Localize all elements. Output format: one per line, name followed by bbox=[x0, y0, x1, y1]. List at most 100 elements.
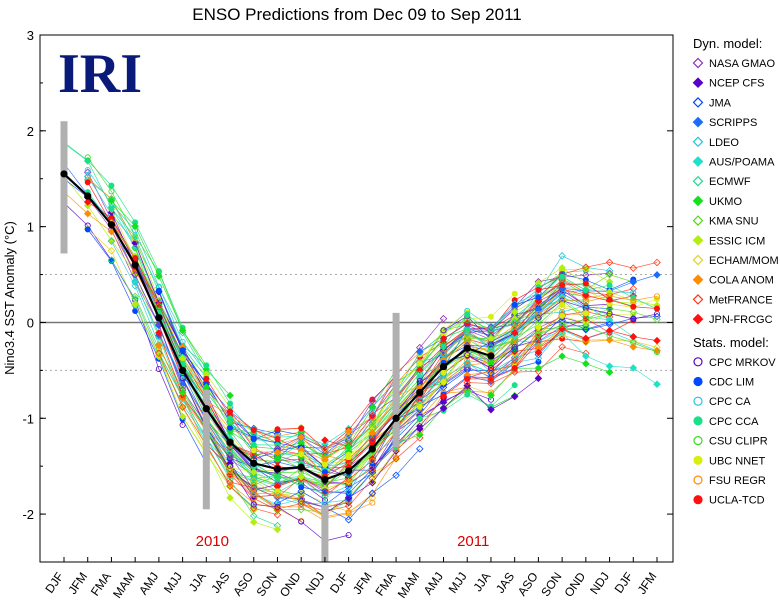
forecast-csu-clipr-3-line bbox=[134, 247, 254, 470]
forecast-csu-clipr-3-pt-0 bbox=[132, 245, 139, 252]
forecast-metfrance-20-pt-5 bbox=[653, 258, 661, 267]
forecast-ucla-tcd-9-pt-0 bbox=[274, 426, 281, 433]
forecast-metfrance-18-pt-1 bbox=[510, 356, 519, 364]
forecast-ldeo-2-pt-0 bbox=[107, 237, 116, 246]
forecast-ucla-tcd-7-pt-0 bbox=[227, 408, 234, 415]
legend-marker-ubc-nnet bbox=[693, 455, 703, 465]
forecast-fsu-regr-5-line bbox=[182, 395, 302, 522]
forecast-jma-12-pt-0 bbox=[344, 494, 353, 503]
forecast-cola-anom-4-line bbox=[158, 345, 278, 495]
forecast-jpn-frcgc-7-line bbox=[229, 443, 349, 456]
forecast-cpc-cca-14-line bbox=[395, 384, 515, 448]
forecast-essic-icm-10-pt-0 bbox=[297, 473, 305, 481]
forecast-cola-anom-10-line bbox=[301, 352, 421, 461]
forecast-cola-anom-10-pt-2 bbox=[344, 427, 353, 436]
legend: Dyn. model: NASA GMAO NCEP CFS JMA SCRIPPS LD… bbox=[692, 36, 779, 507]
forecast-csu-clipr-1-pt-1 bbox=[108, 188, 115, 195]
forecast-aus-poama-10-line bbox=[300, 384, 421, 471]
legend-label-ucla-tcd: UCLA-TCD bbox=[709, 495, 765, 507]
forecast-fsu-regr-7-line bbox=[229, 470, 349, 508]
forecast-metfrance-17-pt-0 bbox=[463, 378, 472, 387]
forecast-cpc-ca-13-line bbox=[372, 310, 492, 412]
forecast-ubc-nnet-19-pt-2 bbox=[559, 312, 566, 319]
legend-marker-ukmo bbox=[692, 195, 704, 207]
legend-marker-ldeo bbox=[692, 136, 704, 148]
forecast-fsu-regr-14-line bbox=[395, 370, 515, 450]
forecast-cdc-lim-19-pt-1 bbox=[535, 294, 542, 301]
x-tick-label-6: JJA bbox=[186, 570, 209, 594]
forecast-echam-mom-8-pt-0 bbox=[249, 477, 258, 485]
forecast-essic-icm-4-pt-4 bbox=[249, 518, 258, 526]
forecast-ubc-nnet-20-pt-1 bbox=[559, 301, 566, 308]
forecast-metfrance-4-pt-1 bbox=[178, 403, 187, 411]
forecast-ukmo-7-pt-0 bbox=[226, 427, 234, 436]
forecast-ncep-cfs-11-pt-2 bbox=[368, 478, 377, 487]
forecast-ncep-cfs-10-line bbox=[300, 409, 421, 478]
legend-label-cpc-ca: CPC CA bbox=[709, 396, 751, 408]
observed-point-7 bbox=[226, 438, 234, 446]
forecast-ucla-tcd-17-pt-0 bbox=[464, 375, 471, 382]
forecast-ldeo-16-pt-0 bbox=[439, 350, 448, 358]
x-tick-label-11: NDJ bbox=[303, 570, 328, 597]
forecast-cdc-lim-19-line bbox=[514, 273, 634, 306]
forecast-aus-poama-20-pt-1 bbox=[558, 329, 566, 337]
forecast-cpc-mrkov-7-pt-2 bbox=[274, 503, 281, 510]
forecast-metfrance-20-pt-2 bbox=[582, 263, 590, 271]
forecast-essic-icm-2-line bbox=[111, 222, 231, 408]
forecast-jma-10-pt-3 bbox=[368, 489, 377, 497]
forecast-metfrance-10-pt-2 bbox=[344, 502, 353, 510]
forecast-fsu-regr-20-pt-0 bbox=[535, 311, 542, 318]
forecast-ubc-nnet-16-pt-0 bbox=[440, 369, 447, 376]
forecast-nasa-gmao-15-pt-2 bbox=[463, 363, 472, 371]
forecast-fsu-regr-7-pt-0 bbox=[227, 467, 234, 474]
forecast-csu-clipr-20-pt-4 bbox=[630, 339, 637, 346]
forecast-echam-mom-3-line bbox=[134, 237, 255, 465]
forecast-ucla-tcd-6-pt-0 bbox=[203, 375, 210, 382]
spread-bar-1 bbox=[202, 389, 210, 510]
forecast-echam-mom-8-pt-5 bbox=[368, 494, 377, 502]
spread-bar-0 bbox=[60, 121, 68, 254]
forecast-essic-icm-19-pt-0 bbox=[510, 308, 519, 316]
observed-series bbox=[60, 170, 495, 484]
forecast-cpc-ca-15-pt-0 bbox=[416, 397, 423, 404]
forecast-ucla-tcd-9-pt-1 bbox=[298, 425, 305, 432]
forecast-fsu-regr-9-pt-1 bbox=[298, 496, 305, 503]
forecast-jpn-frcgc-1-pt-0 bbox=[83, 198, 92, 206]
forecast-ukmo-9-line bbox=[277, 369, 397, 459]
forecast-csu-clipr-8-line bbox=[253, 453, 373, 486]
legend-label-ncep-cfs: NCEP CFS bbox=[709, 78, 764, 90]
forecast-ubc-nnet-20-pt-0 bbox=[535, 324, 542, 331]
x-tick-label-5: MJJ bbox=[161, 570, 185, 596]
forecast-ucla-tcd-3-pt-1 bbox=[155, 301, 162, 308]
forecast-cpc-ca-13-pt-0 bbox=[369, 408, 376, 415]
forecast-ubc-nnet-12-line bbox=[348, 312, 468, 458]
forecast-cpc-cca-2-pt-4 bbox=[203, 362, 210, 369]
forecast-cpc-cca-20-pt-3 bbox=[606, 282, 613, 289]
forecast-cpc-cca-8-line bbox=[253, 440, 373, 474]
observed-point-1 bbox=[84, 192, 92, 200]
forecast-cpc-mrkov-7-pt-3 bbox=[298, 518, 305, 525]
forecast-cpc-mrkov-18-pt-0 bbox=[487, 341, 494, 348]
year-label-2010: 2010 bbox=[196, 533, 229, 550]
forecast-aus-poama-7-line bbox=[229, 418, 349, 445]
forecast-cpc-mrkov-7-line bbox=[229, 465, 349, 542]
forecast-csu-clipr-20-pt-5 bbox=[654, 349, 661, 356]
forecast-fsu-regr-8-pt-5 bbox=[369, 499, 376, 506]
forecast-jpn-frcgc-20-pt-4 bbox=[629, 333, 638, 341]
forecast-csu-clipr-20-pt-2 bbox=[582, 323, 589, 330]
forecast-cpc-ca-18-line bbox=[490, 305, 610, 356]
forecast-nasa-gmao-7-line bbox=[229, 455, 349, 493]
forecast-ncep-cfs-3-pt-0 bbox=[131, 239, 139, 247]
forecast-cpc-mrkov-0-pt-5 bbox=[179, 421, 186, 428]
forecast-echam-mom-20-line bbox=[538, 334, 658, 351]
legend-label-kma-snu: KMA SNU bbox=[709, 216, 759, 228]
forecast-essic-icm-4-pt-3 bbox=[226, 494, 234, 502]
legend-marker-essic-icm bbox=[692, 234, 704, 246]
forecast-ldeo-18-pt-3 bbox=[558, 252, 566, 260]
legend-label-ecmwf: ECMWF bbox=[709, 176, 751, 188]
chart-title: ENSO Predictions from Dec 09 to Sep 2011 bbox=[192, 5, 521, 24]
x-tick-label-13: JFM bbox=[350, 570, 375, 597]
forecast-metfrance-20-pt-3 bbox=[605, 258, 614, 267]
x-tick-label-24: DJF bbox=[612, 570, 636, 596]
forecast-metfrance-20-line bbox=[538, 262, 658, 289]
